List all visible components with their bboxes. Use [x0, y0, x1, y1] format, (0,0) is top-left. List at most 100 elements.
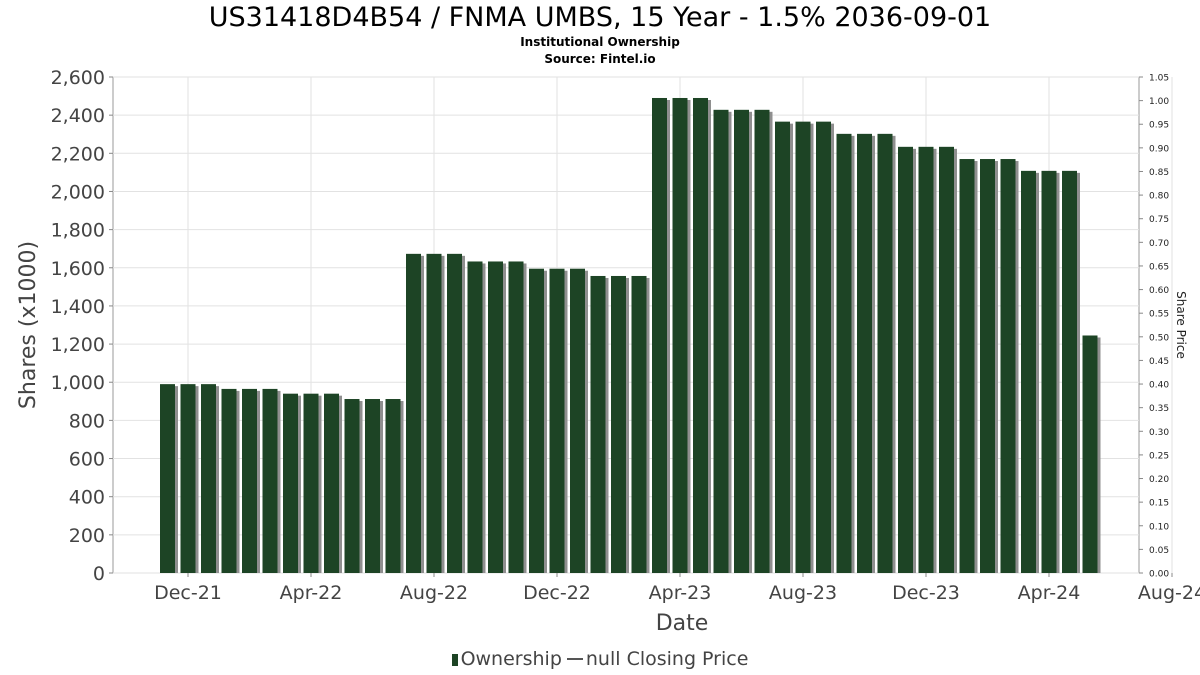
y2-tick-label: 0.40	[1149, 381, 1169, 391]
ownership-bar	[242, 388, 257, 573]
y2-tick-label: 0.65	[1149, 262, 1169, 272]
x-tick-label: Dec-21	[154, 582, 222, 604]
ownership-bar	[201, 384, 216, 573]
ownership-legend-swatch	[451, 654, 458, 666]
ownership-bar	[631, 275, 647, 573]
x-tick-label: Aug-23	[769, 582, 837, 604]
y-tick-label: 2,400	[51, 105, 105, 127]
y2-tick-label: 0.80	[1149, 192, 1169, 202]
legend-price-label: null Closing Price	[585, 648, 749, 670]
y-tick-label: 2,600	[51, 67, 105, 89]
x-tick-label: Apr-22	[280, 582, 343, 604]
chart-legend: Ownership null Closing Price	[0, 648, 1200, 670]
ownership-bar	[672, 97, 688, 573]
ownership-bar	[406, 253, 421, 573]
ownership-bar	[713, 109, 729, 573]
ownership-bar	[570, 268, 585, 573]
ownership-bar	[590, 275, 606, 573]
x-axis-title: Date	[656, 611, 709, 636]
x-tick-label: Dec-23	[892, 582, 960, 604]
ownership-bar	[283, 393, 298, 573]
y2-tick-label: 0.25	[1149, 451, 1169, 461]
ownership-bar	[939, 146, 954, 573]
ownership-bar	[488, 261, 503, 573]
ownership-bar	[734, 109, 749, 573]
y2-tick-label: 0.00	[1149, 570, 1169, 580]
y-tick-label: 0	[93, 563, 105, 585]
chart-source: Source: Fintel.io	[544, 52, 656, 66]
ownership-bar	[467, 261, 483, 573]
ownership-bar	[754, 109, 770, 573]
legend-ownership-label: Ownership	[460, 648, 562, 670]
y-tick-label: 1,000	[51, 372, 105, 394]
chart-subtitle: Institutional Ownership	[520, 35, 680, 49]
ownership-bar	[898, 146, 913, 573]
ownership-bar	[836, 133, 852, 573]
ownership-bar	[426, 253, 442, 573]
y2-tick-label: 0.90	[1149, 144, 1169, 154]
x-tick-label: Apr-23	[649, 582, 712, 604]
ownership-bar	[1082, 335, 1098, 573]
y2-tick-label: 0.55	[1149, 310, 1169, 320]
x-tick-label: Aug-24	[1138, 582, 1200, 604]
ownership-bar	[180, 384, 196, 573]
x-tick-label: Aug-22	[400, 582, 468, 604]
ownership-bar	[1062, 170, 1077, 573]
y-tick-label: 200	[69, 525, 105, 547]
y-tick-label: 600	[69, 449, 105, 471]
y2-tick-label: 1.05	[1149, 74, 1169, 84]
y2-tick-label: 0.20	[1149, 475, 1169, 485]
ownership-bar	[980, 159, 995, 573]
ownership-bar	[303, 393, 319, 573]
ownership-bar	[1000, 159, 1016, 573]
ownership-bar	[1021, 170, 1036, 573]
y2-tick-label: 0.75	[1149, 215, 1169, 225]
y2-tick-label: 0.50	[1149, 333, 1169, 343]
ownership-bar	[857, 133, 872, 573]
price-legend-line	[566, 658, 583, 660]
x-tick-label: Dec-22	[523, 582, 591, 604]
ownership-bar	[959, 159, 975, 573]
y2-tick-label: 0.35	[1149, 404, 1169, 414]
ownership-bar	[795, 121, 811, 573]
y-tick-label: 1,800	[51, 220, 105, 242]
y-tick-label: 400	[69, 487, 105, 509]
y-tick-label: 2,000	[51, 181, 105, 203]
y2-tick-label: 0.15	[1149, 499, 1169, 509]
ownership-bar	[221, 388, 237, 573]
chart-title: US31418D4B54 / FNMA UMBS, 15 Year - 1.5%…	[208, 2, 992, 33]
y2-tick-label: 0.85	[1149, 168, 1169, 178]
ownership-bar	[529, 268, 544, 573]
ownership-bar	[262, 388, 278, 573]
ownership-bar	[365, 399, 380, 573]
y2-tick-label: 0.05	[1149, 546, 1169, 556]
ownership-bar	[877, 133, 893, 573]
ownership-bar	[652, 97, 667, 573]
y-tick-label: 800	[69, 410, 105, 432]
ownership-bar	[775, 121, 790, 573]
y-axis-title: Shares (x1000)	[16, 241, 41, 409]
ownership-bar	[447, 253, 462, 573]
ownership-bar	[611, 275, 626, 573]
ownership-bar	[918, 146, 934, 573]
ownership-bar	[344, 399, 360, 573]
ownership-bar	[160, 384, 175, 573]
ownership-bar	[324, 393, 339, 573]
ownership-bar	[693, 97, 708, 573]
y2-tick-label: 0.10	[1149, 522, 1169, 532]
y2-tick-label: 0.95	[1149, 121, 1169, 131]
y-tick-label: 1,400	[51, 296, 105, 318]
y2-tick-label: 0.45	[1149, 357, 1169, 367]
ownership-bar	[549, 268, 565, 573]
y-tick-label: 1,600	[51, 258, 105, 280]
x-tick-label: Apr-24	[1018, 582, 1081, 604]
ownership-bar	[816, 121, 831, 573]
y-tick-label: 2,200	[51, 143, 105, 165]
ownership-bar	[1041, 170, 1057, 573]
y2-axis-title: Share Price	[1174, 291, 1188, 359]
y2-tick-label: 0.70	[1149, 239, 1169, 249]
y2-tick-label: 0.60	[1149, 286, 1169, 296]
ownership-bar	[508, 261, 524, 573]
